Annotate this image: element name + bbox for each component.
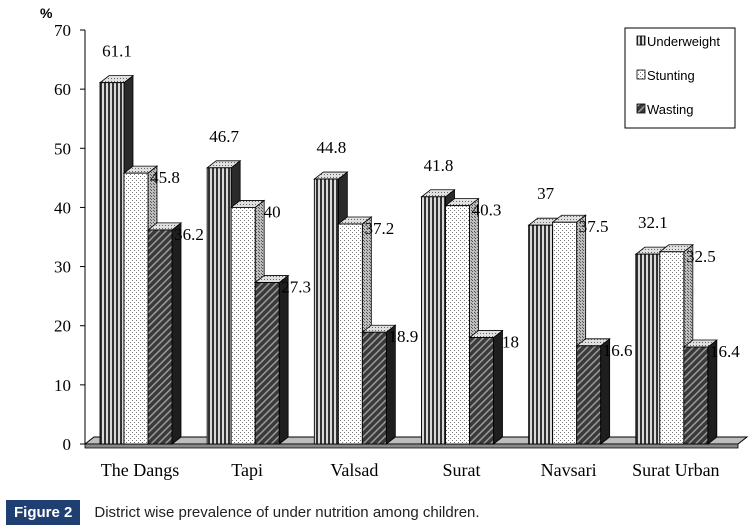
legend-swatch-stunting [636,69,646,80]
bar-stunting [551,214,587,445]
x-tick-label: Surat Urban [632,460,719,480]
bar-wasting [468,329,504,445]
y-tick-label: 70 [54,21,71,40]
data-label: 36.2 [174,225,204,244]
bar-wasting [254,274,290,445]
x-tick-label: Valsad [330,460,378,480]
bar-wasting [682,339,718,445]
y-tick-label: 30 [54,258,71,277]
x-tick-label: Surat [443,460,481,480]
x-tick-label: Tapi [231,460,263,480]
legend: Underweight Stunting Wasting [624,27,736,129]
data-label: 61.1 [102,42,132,61]
data-label: 46.7 [209,127,239,146]
data-label: 40.3 [472,201,502,220]
y-tick-label: 0 [63,435,72,454]
data-label: 18.9 [388,327,418,346]
bar-chart: 0 10 20 30 40 50 60 70% 61.1 45.8 36.2 The Dangs 46… [40,5,749,480]
data-label: 18 [502,333,519,352]
data-label: 16.4 [710,342,740,361]
y-tick-label: 40 [54,198,71,217]
data-label: 32.1 [638,213,668,232]
data-label: 37.2 [364,219,394,238]
bar-wasting [146,222,183,445]
y-tick-label: 10 [54,376,71,395]
data-label: 41.8 [424,156,454,175]
legend-label-underweight: Underweight [647,34,720,49]
figure-number-badge: Figure 2 [6,499,81,525]
bar-wasting [361,324,397,445]
y-axis-label: % [40,5,53,21]
legend-label-stunting: Stunting [647,68,695,83]
data-label: 37 [537,184,555,203]
data-label: 44.8 [316,138,346,157]
figure-caption-text: District wise prevalence of under nutrit… [94,503,480,521]
x-tick-label: The Dangs [101,460,179,480]
legend-swatch-wasting [636,103,646,114]
y-tick-label: 50 [54,139,71,158]
data-label: 37.5 [579,217,609,236]
data-label: 16.6 [603,341,633,360]
y-tick-label: 60 [54,80,71,99]
chart-floor-edge [84,443,739,449]
legend-swatch-underweight [636,35,646,46]
data-label: 45.8 [150,168,180,187]
x-tick-label: Navsari [541,460,597,480]
figure-caption: Figure 2 District wise prevalence of und… [6,497,480,527]
data-label: 27.3 [281,278,311,297]
y-tick-label: 20 [54,317,71,336]
bar-wasting [575,338,611,445]
data-label: 40 [264,202,281,221]
legend-label-wasting: Wasting [647,102,693,117]
data-label: 32.5 [686,247,716,266]
